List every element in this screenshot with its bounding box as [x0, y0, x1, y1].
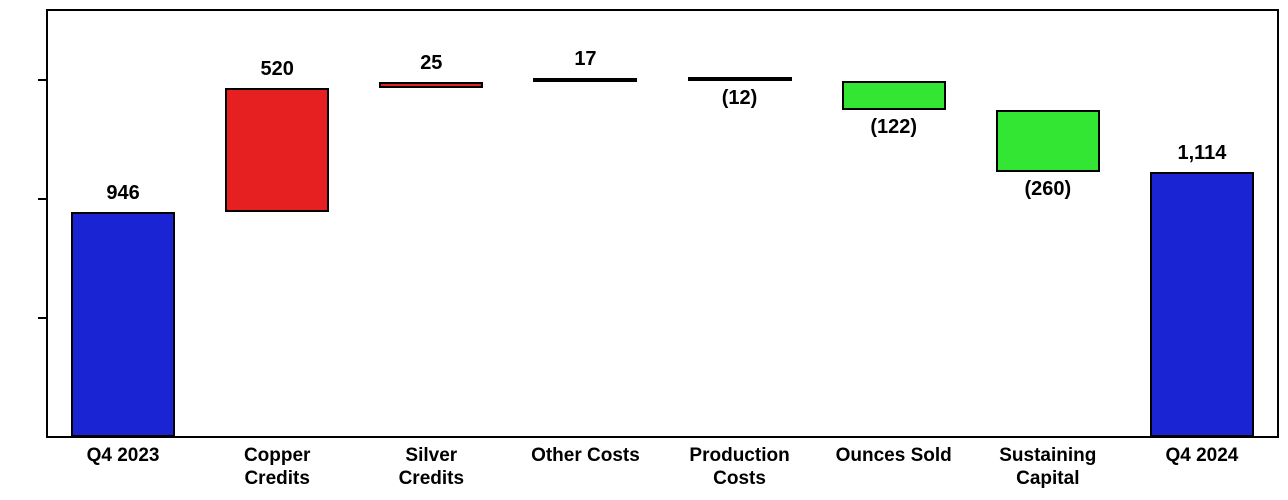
waterfall-bar — [996, 110, 1100, 172]
x-axis-label: Sustaining Capital — [999, 445, 1096, 491]
x-axis-label: Other Costs — [531, 445, 640, 468]
x-axis-label: Production Costs — [689, 445, 789, 491]
waterfall-bar — [688, 77, 792, 81]
waterfall-bar — [71, 212, 175, 437]
waterfall-bar — [379, 82, 483, 88]
x-axis-label: Q4 2024 — [1165, 445, 1238, 468]
bar-value-label: (122) — [870, 116, 917, 139]
x-axis — [46, 436, 1279, 438]
bar-value-label: 17 — [574, 48, 596, 71]
bar-value-label: 25 — [420, 52, 442, 75]
y-tick — [38, 317, 46, 319]
x-axis-label: Q4 2023 — [87, 445, 160, 468]
waterfall-bar — [842, 81, 946, 110]
bar-value-label: (12) — [722, 87, 758, 110]
x-axis-label: Copper Credits — [244, 445, 311, 491]
bar-value-label: 520 — [261, 58, 294, 81]
y-tick — [38, 79, 46, 81]
waterfall-bar — [533, 78, 637, 82]
x-axis-label: Ounces Sold — [836, 445, 952, 468]
waterfall-bar — [1150, 172, 1254, 437]
x-axis-label: Silver Credits — [399, 445, 464, 491]
bar-value-label: 946 — [106, 182, 139, 205]
bar-value-label: (260) — [1024, 178, 1071, 201]
bar-value-label: 1,114 — [1177, 142, 1226, 165]
y-tick — [38, 198, 46, 200]
waterfall-bar — [225, 88, 329, 212]
plot-frame — [46, 9, 1279, 437]
waterfall-chart: 946 Q4 2023 520 Copper Credits 25 Silver Cred… — [0, 0, 1288, 500]
